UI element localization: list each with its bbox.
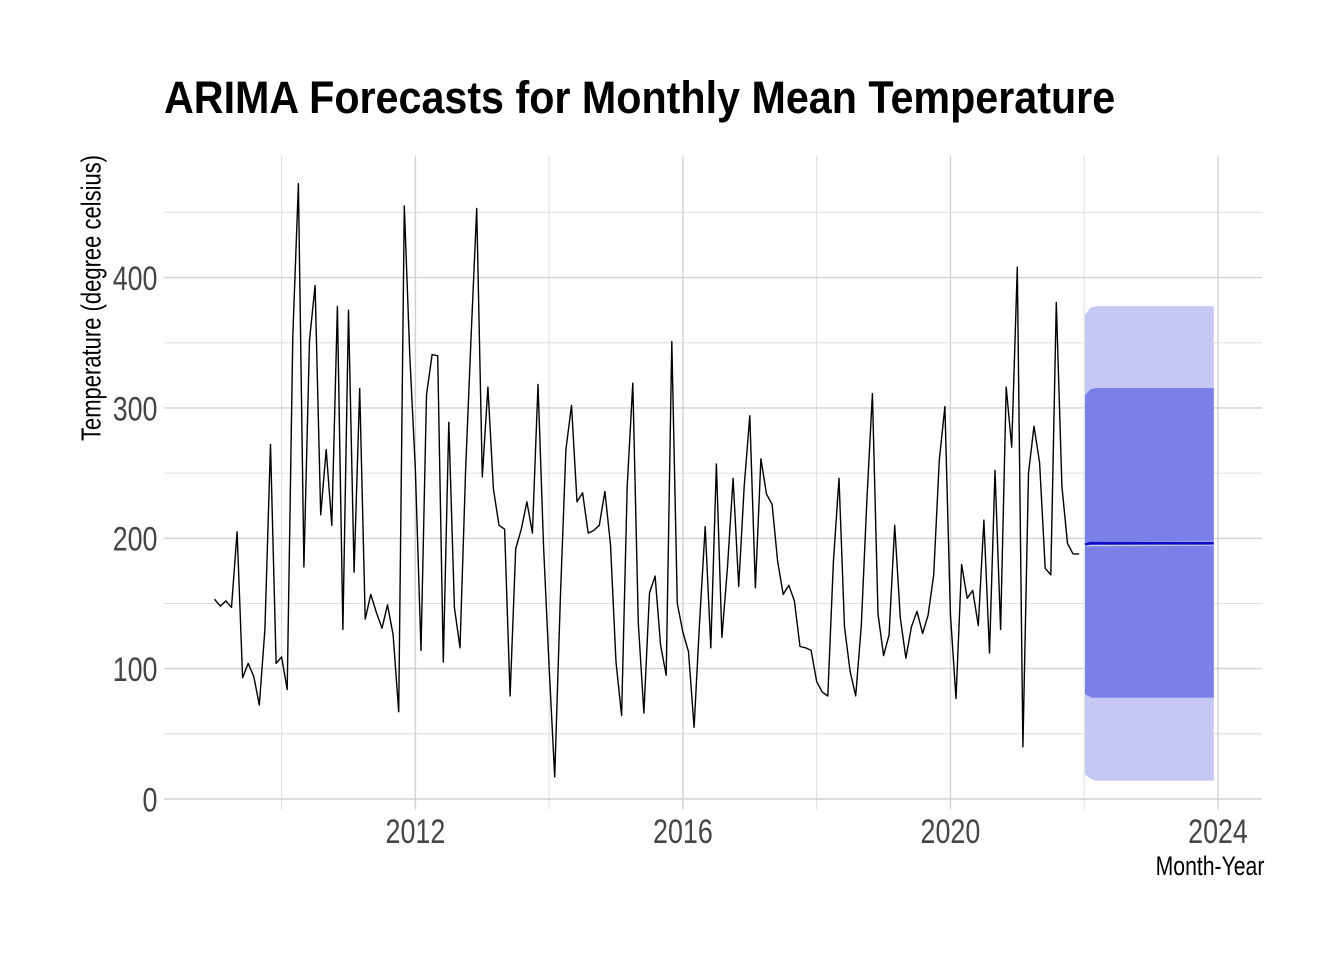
svg-text:ARIMA Forecasts for Monthly Me: ARIMA Forecasts for Monthly Mean Tempera…	[164, 74, 1115, 124]
svg-text:0: 0	[143, 781, 158, 819]
svg-text:2012: 2012	[386, 813, 446, 851]
svg-text:300: 300	[113, 390, 158, 428]
svg-text:Temperature (degree celsius): Temperature (degree celsius)	[76, 155, 107, 441]
svg-text:2020: 2020	[921, 813, 981, 851]
svg-text:2024: 2024	[1188, 813, 1248, 851]
svg-text:400: 400	[113, 260, 158, 298]
svg-text:Month-Year: Month-Year	[1156, 852, 1265, 882]
svg-text:2016: 2016	[653, 813, 713, 851]
svg-text:200: 200	[113, 521, 158, 559]
svg-text:100: 100	[113, 651, 158, 689]
